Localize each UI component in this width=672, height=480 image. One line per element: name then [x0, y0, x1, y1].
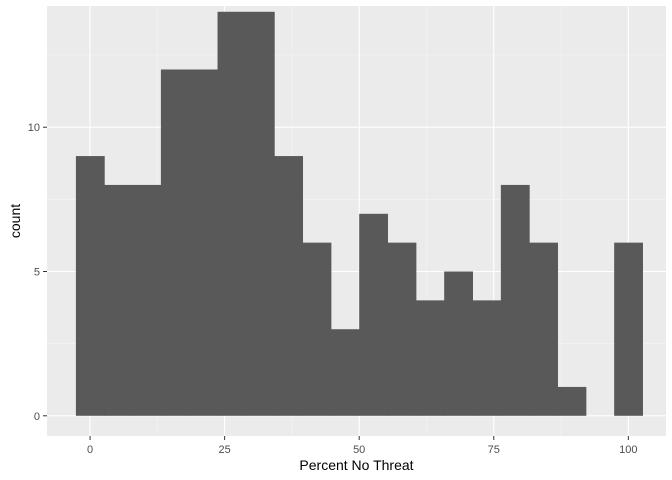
y-tick-label: 10	[28, 122, 40, 134]
histogram-bar	[444, 272, 473, 416]
y-tick-label: 0	[34, 411, 40, 423]
x-axis-ticks: 0 25 50 75 100	[87, 436, 638, 456]
histogram-bar	[557, 387, 586, 416]
histogram-bar	[614, 243, 643, 416]
histogram-bar	[359, 214, 388, 416]
histogram-bar	[133, 185, 162, 416]
histogram-bar	[331, 329, 360, 416]
x-tick-label: 75	[488, 444, 500, 456]
x-tick-label: 25	[219, 444, 231, 456]
histogram-bar	[161, 69, 190, 415]
x-tick-label: 50	[353, 444, 365, 456]
histogram-bar	[104, 185, 133, 416]
histogram-bar	[189, 69, 218, 415]
x-tick-label: 0	[87, 444, 93, 456]
y-tick-label: 5	[34, 267, 40, 279]
histogram-bar	[218, 12, 247, 416]
histogram-bar	[529, 243, 558, 416]
histogram-bar	[76, 156, 105, 416]
histogram-bar	[472, 300, 501, 415]
histogram-bar	[274, 156, 303, 416]
histogram-bar	[501, 185, 530, 416]
x-tick-label: 100	[619, 444, 637, 456]
histogram-bar	[416, 300, 445, 415]
histogram-bar	[246, 12, 275, 416]
x-axis-title: Percent No Threat	[299, 457, 413, 473]
y-axis-ticks: 0 5 10	[28, 122, 47, 423]
histogram-bar	[303, 243, 332, 416]
histogram-bar	[388, 243, 417, 416]
y-axis-title: count	[7, 204, 23, 238]
